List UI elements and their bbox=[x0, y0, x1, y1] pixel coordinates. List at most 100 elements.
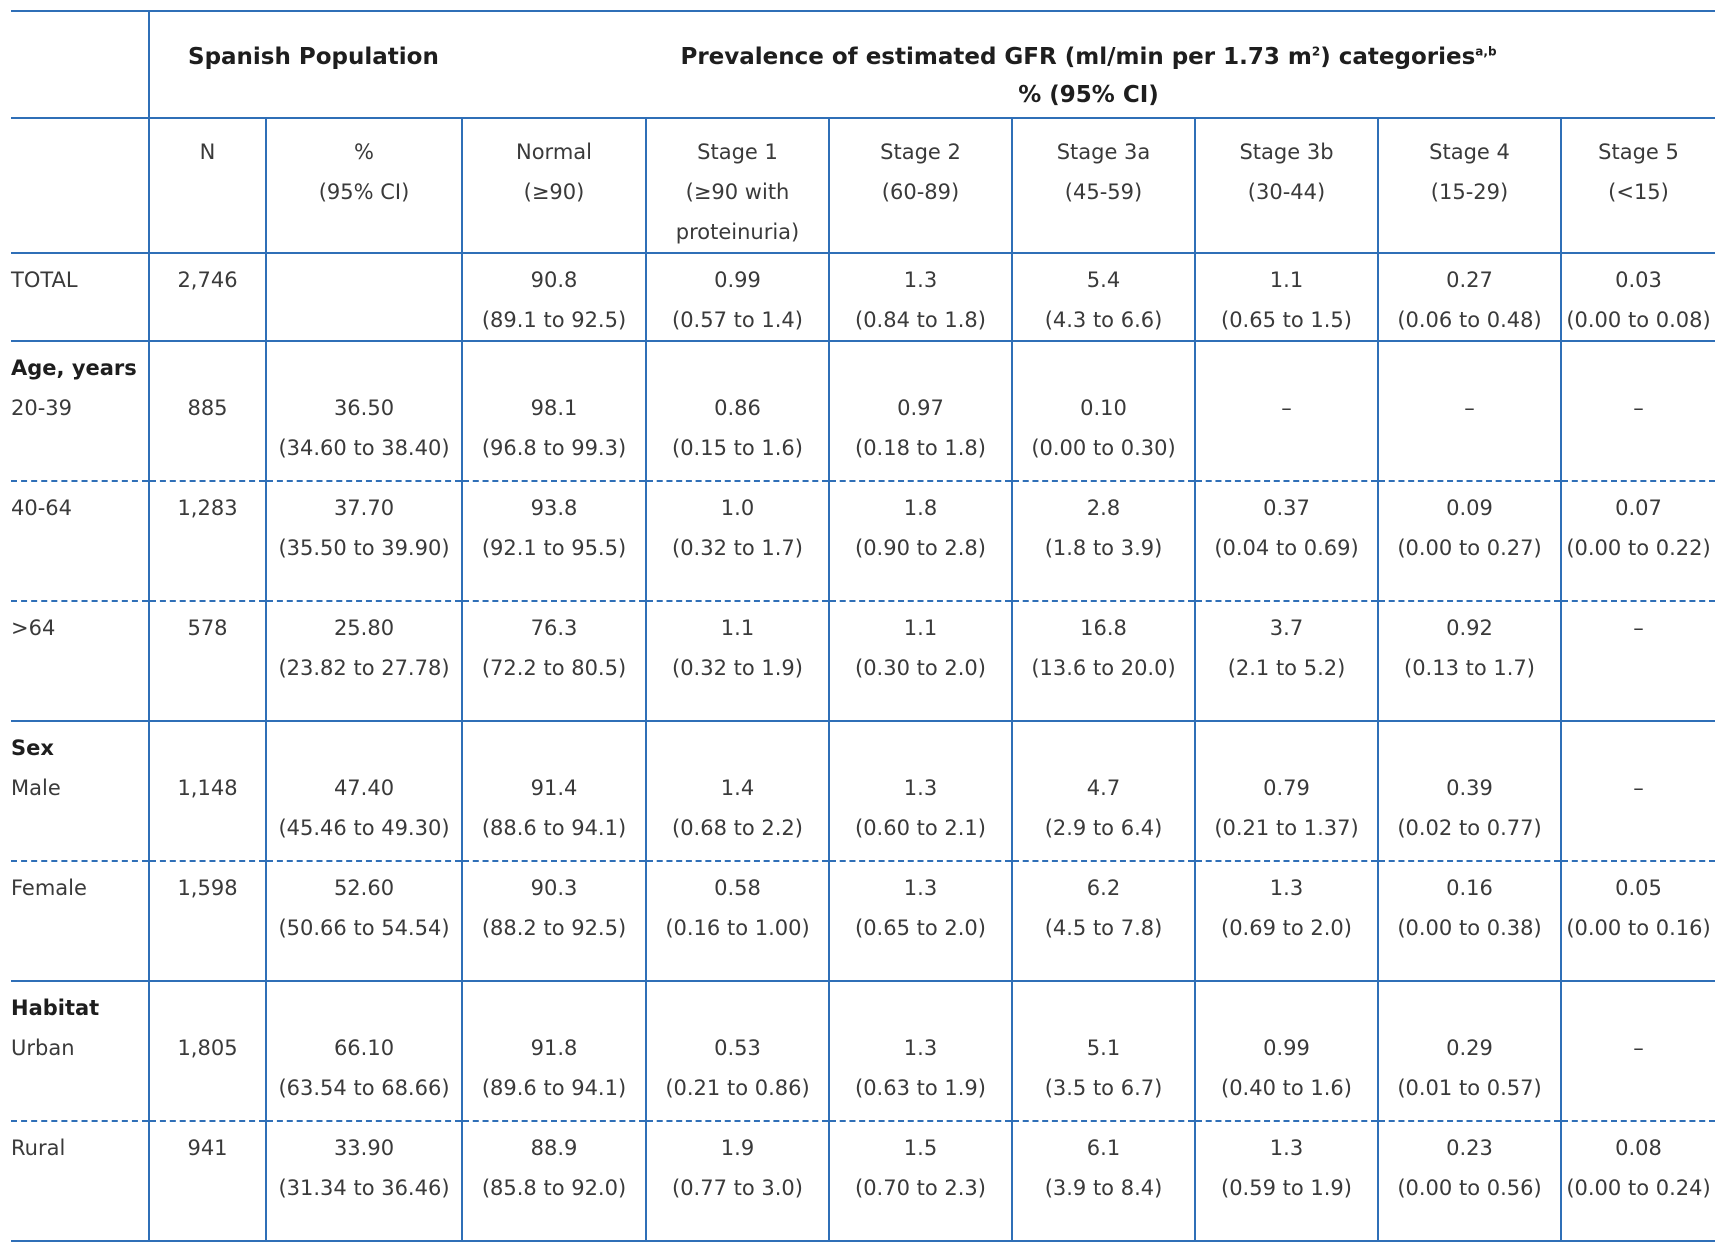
cell-line: 1.4 bbox=[720, 776, 755, 800]
cell-line: (0.00 to 0.38) bbox=[1397, 916, 1542, 940]
table-row: >64 578 25.80 (23.82 to 27.78) 76.3 (72.2 to … bbox=[11, 601, 1716, 722]
cell-percent: 47.40 (45.46 to 49.30) bbox=[265, 721, 462, 862]
cell-line: 0.05 bbox=[1615, 876, 1662, 900]
cell-line: (0.32 to 1.7) bbox=[672, 536, 803, 560]
column-header-line: (30-44) bbox=[1247, 180, 1326, 204]
cell-value: 0.10 (0.00 to 0.30) bbox=[1011, 341, 1195, 482]
column-header-line: (≥90 with bbox=[685, 180, 790, 204]
column-header-line: Normal bbox=[516, 140, 592, 164]
cell-line: (0.40 to 1.6) bbox=[1221, 1076, 1352, 1100]
row-label: Female bbox=[11, 861, 149, 982]
table-row: Age, years 20-39 885 36.50 (34.60 to 38.40) 9… bbox=[11, 341, 1716, 482]
header-prevalence-title: Prevalence of estimated GFR (ml/min per … bbox=[680, 44, 1497, 70]
cell-value: 0.07 (0.00 to 0.22) bbox=[1559, 481, 1716, 602]
cell-percent: 33.90 (31.34 to 36.46) bbox=[265, 1121, 462, 1242]
cell-line: (85.8 to 92.0) bbox=[481, 1176, 627, 1200]
cell-value: 1.3 (0.60 to 2.1) bbox=[828, 721, 1012, 862]
cell-line: (23.82 to 27.78) bbox=[278, 656, 450, 680]
cell-line: 0.10 bbox=[1080, 396, 1127, 420]
column-header-line: % bbox=[354, 140, 374, 164]
row-label: Rural bbox=[11, 1121, 149, 1242]
cell-value: 0.05 (0.00 to 0.16) bbox=[1559, 861, 1716, 982]
row-label-text: 20-39 bbox=[11, 396, 73, 420]
header-prevalence: Prevalence of estimated GFR (ml/min per … bbox=[462, 10, 1716, 119]
group-label: Habitat bbox=[11, 996, 100, 1020]
cell-line: 90.8 bbox=[530, 268, 578, 292]
cell-line: – bbox=[1464, 396, 1475, 420]
cell-line: 0.79 bbox=[1263, 776, 1310, 800]
cell-percent bbox=[265, 253, 462, 342]
cell-line: (0.00 to 0.24) bbox=[1566, 1176, 1711, 1200]
cell-line: 37.70 bbox=[333, 496, 395, 520]
cell-line: (0.00 to 0.27) bbox=[1397, 536, 1542, 560]
cell-value: 91.8 (89.6 to 94.1) bbox=[461, 981, 646, 1122]
cell-line: 0.29 bbox=[1446, 1036, 1493, 1060]
group-label: Age, years bbox=[11, 356, 137, 380]
cell-line: (0.60 to 2.1) bbox=[855, 816, 986, 840]
column-header-line: (<15) bbox=[1608, 180, 1669, 204]
cell-line: – bbox=[1633, 1036, 1644, 1060]
cell-line: (0.18 to 1.8) bbox=[855, 436, 986, 460]
cell-line: 0.92 bbox=[1446, 616, 1493, 640]
cell-value: 3.7 (2.1 to 5.2) bbox=[1194, 601, 1378, 722]
cell-value: – bbox=[1559, 721, 1716, 862]
cell-value: 1.4 (0.68 to 2.2) bbox=[645, 721, 829, 862]
cell-value: – bbox=[1559, 341, 1716, 482]
column-header-2: Normal (≥90) bbox=[461, 118, 646, 254]
cell-line: 1.1 bbox=[1269, 268, 1304, 292]
cell-line: 1.5 bbox=[903, 1136, 938, 1160]
cell-line: 5.1 bbox=[1086, 1036, 1121, 1060]
column-header-line: proteinuria) bbox=[675, 220, 800, 244]
cell-line: (0.65 to 2.0) bbox=[855, 916, 986, 940]
column-header-line: Stage 1 bbox=[697, 140, 778, 164]
cell-value: 0.86 (0.15 to 1.6) bbox=[645, 341, 829, 482]
cell-line: (0.16 to 1.00) bbox=[665, 916, 810, 940]
cell-line: (3.9 to 8.4) bbox=[1044, 1176, 1163, 1200]
cell-line: (0.02 to 0.77) bbox=[1397, 816, 1542, 840]
cell-line: (0.90 to 2.8) bbox=[855, 536, 986, 560]
cell-value: 0.79 (0.21 to 1.37) bbox=[1194, 721, 1378, 862]
cell-line: 0.53 bbox=[714, 1036, 761, 1060]
cell-value: 0.16 (0.00 to 0.38) bbox=[1377, 861, 1561, 982]
column-header-line: Stage 5 bbox=[1598, 140, 1679, 164]
cell-value: – bbox=[1559, 981, 1716, 1122]
cell-value: 0.58 (0.16 to 1.00) bbox=[645, 861, 829, 982]
row-label: >64 bbox=[11, 601, 149, 722]
cell-line: 1,805 bbox=[177, 1036, 238, 1060]
cell-value: 6.2 (4.5 to 7.8) bbox=[1011, 861, 1195, 982]
cell-value: 2.8 (1.8 to 3.9) bbox=[1011, 481, 1195, 602]
cell-line: (0.13 to 1.7) bbox=[1404, 656, 1535, 680]
cell-line: 1,598 bbox=[177, 876, 238, 900]
cell-line: 1.8 bbox=[903, 496, 938, 520]
row-label-text: Rural bbox=[11, 1136, 66, 1160]
column-header-line: (15-29) bbox=[1430, 180, 1509, 204]
header-spanish-population: Spanish Population bbox=[148, 10, 462, 119]
cell-value: 0.99 (0.57 to 1.4) bbox=[645, 253, 829, 342]
cell-value: 1.3 (0.69 to 2.0) bbox=[1194, 861, 1378, 982]
cell-value: 1.3 (0.63 to 1.9) bbox=[828, 981, 1012, 1122]
cell-value: 1.1 (0.65 to 1.5) bbox=[1194, 253, 1378, 342]
cell-line: 0.07 bbox=[1615, 496, 1662, 520]
cell-n: 885 bbox=[148, 341, 266, 482]
column-header-3: Stage 1 (≥90 with proteinuria) bbox=[645, 118, 829, 254]
column-header-line: Stage 4 bbox=[1429, 140, 1510, 164]
cell-line: 1.3 bbox=[1269, 1136, 1304, 1160]
column-header-8: Stage 5 (<15) bbox=[1559, 118, 1716, 254]
cell-n: 1,148 bbox=[148, 721, 266, 862]
cell-value: – bbox=[1194, 341, 1378, 482]
cell-line: 6.1 bbox=[1086, 1136, 1121, 1160]
cell-line: 91.4 bbox=[530, 776, 578, 800]
cell-line: (45.46 to 49.30) bbox=[278, 816, 450, 840]
cell-line: – bbox=[1633, 616, 1644, 640]
cell-line: 885 bbox=[187, 396, 228, 420]
cell-line: 91.8 bbox=[530, 1036, 578, 1060]
cell-n: 941 bbox=[148, 1121, 266, 1242]
table-row: TOTAL 2,746 90.8 (89.1 to 92.5) 0.99 (0.57 to… bbox=[11, 253, 1716, 342]
cell-line: (0.30 to 2.0) bbox=[855, 656, 986, 680]
cell-line: (0.04 to 0.69) bbox=[1214, 536, 1359, 560]
group-label: Sex bbox=[11, 736, 54, 760]
cell-line: 88.9 bbox=[530, 1136, 578, 1160]
cell-value: 90.3 (88.2 to 92.5) bbox=[461, 861, 646, 982]
row-label: Age, years 20-39 bbox=[11, 341, 149, 482]
corner-cell bbox=[11, 10, 149, 119]
